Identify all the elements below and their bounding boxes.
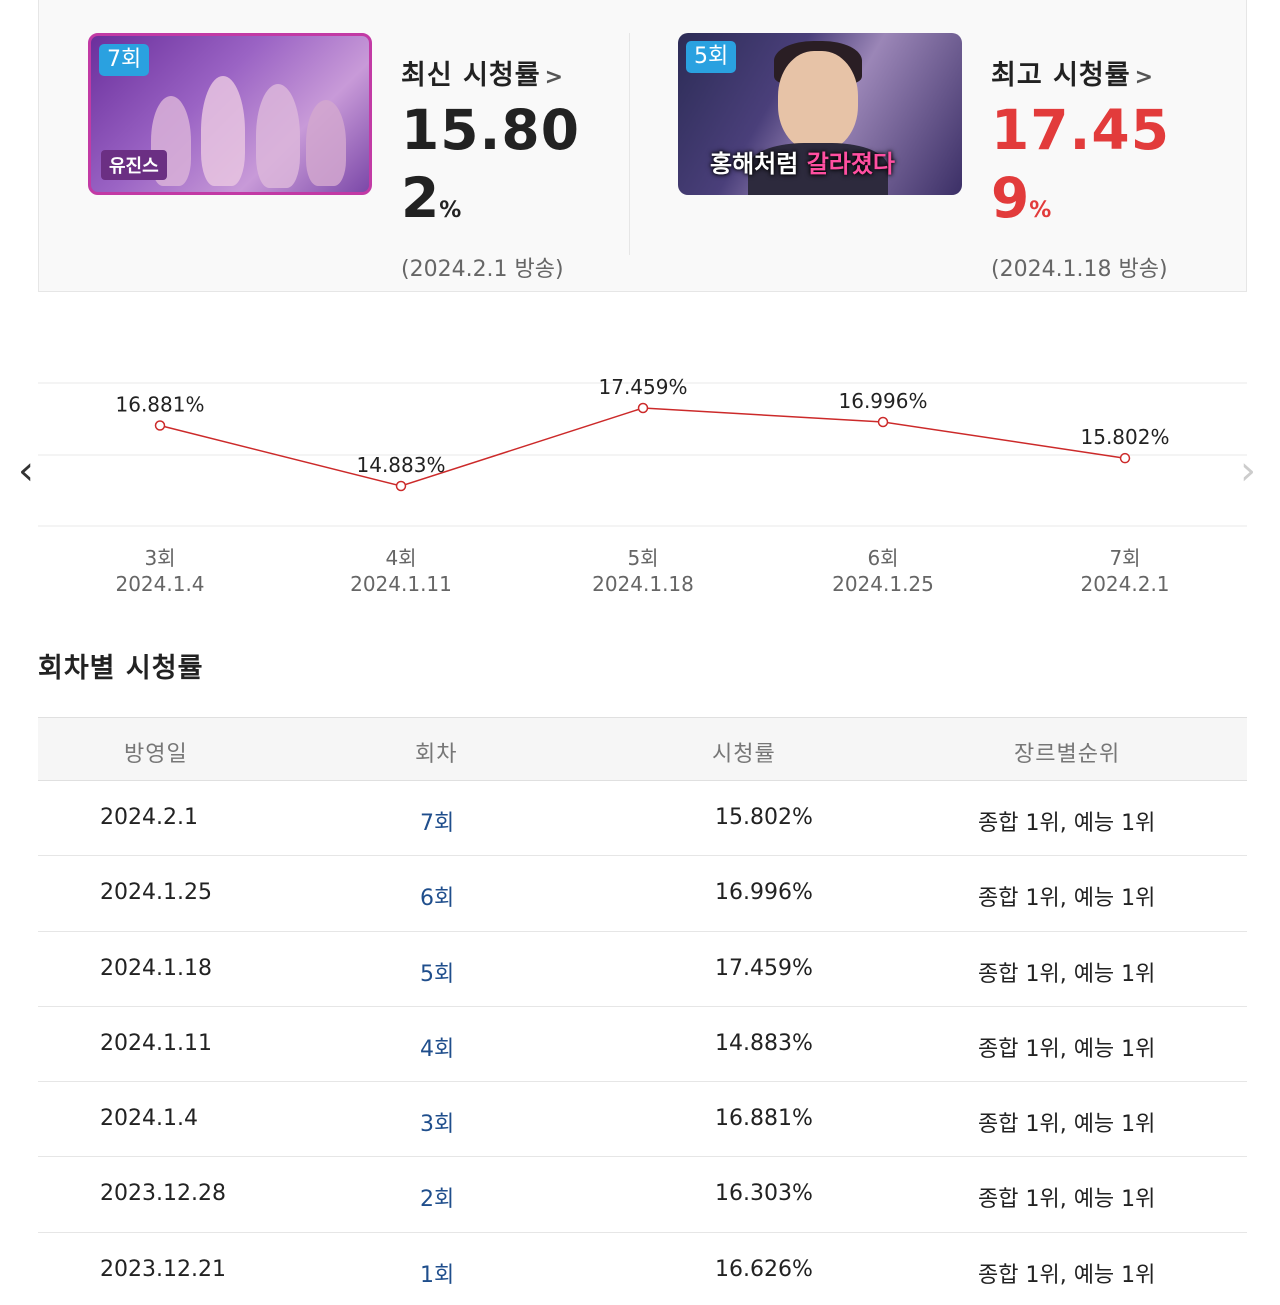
- column-header-episode: 회차: [415, 742, 458, 767]
- chevron-right-icon: >: [544, 65, 565, 90]
- data-label: 17.459%: [599, 375, 688, 399]
- best-rating-stat: 최고 시청률 > 17.45 9% (2024.1.18 방송): [991, 53, 1170, 283]
- episode-link[interactable]: 1회: [420, 1262, 455, 1288]
- data-label: 16.881%: [116, 393, 205, 417]
- latest-rating-value: 15.80: [401, 98, 580, 162]
- data-point[interactable]: [395, 480, 407, 492]
- divider: [629, 33, 630, 255]
- cell-date: 2023.12.21: [100, 1256, 226, 1282]
- performer-figure: [306, 100, 346, 186]
- episode-link[interactable]: 3회: [420, 1112, 455, 1138]
- column-header-rating: 시청률: [712, 742, 776, 767]
- column-header-date: 방영일: [124, 742, 188, 767]
- cell-genre-rank: 종합 1위, 예능 1위: [978, 886, 1156, 912]
- cell-genre-rank: 종합 1위, 예능 1위: [978, 1112, 1156, 1138]
- thumbnail-caption: 유진스: [101, 150, 167, 180]
- x-tick-label: 6회: [867, 546, 898, 570]
- cell-genre-rank: 종합 1위, 예능 1위: [978, 961, 1156, 987]
- data-point[interactable]: [1119, 452, 1131, 464]
- x-tick-date: 2024.1.18: [592, 572, 694, 596]
- x-tick-label: 7회: [1109, 546, 1140, 570]
- cell-rating: 14.883%: [715, 1030, 813, 1056]
- best-episode-thumbnail[interactable]: 5회 홍해처럼 갈라졌다: [678, 33, 962, 195]
- cell-date: 2024.1.25: [100, 880, 212, 906]
- episode-rating-table: 방영일 회차 시청률 장르별순위 2024.2.1 7회 15.802% 종합 1위,…: [38, 717, 1247, 1305]
- best-rating-date: (2024.1.18 방송): [991, 257, 1168, 282]
- table-row: 2023.12.28 2회 16.303% 종합 1위, 예능 1위: [38, 1157, 1247, 1233]
- table-header: 방영일 회차 시청률 장르별순위: [38, 717, 1247, 781]
- rating-line-chart: 16.881% 3회 2024.1.4 14.883% 4회 2024.1.11 17.45…: [0, 320, 1280, 610]
- cell-rating: 16.303%: [715, 1181, 813, 1207]
- episode-link[interactable]: 4회: [420, 1036, 455, 1062]
- latest-rating-value-tail: 2%: [401, 166, 462, 230]
- cell-rating: 16.626%: [715, 1256, 813, 1282]
- table-row: 2024.1.18 5회 17.459% 종합 1위, 예능 1위: [38, 932, 1247, 1007]
- table-row: 2024.2.1 7회 15.802% 종합 1위, 예능 1위: [38, 781, 1247, 857]
- episode-link[interactable]: 7회: [420, 811, 455, 836]
- table-row: 2024.1.4 3회 16.881% 종합 1위, 예능 1위: [38, 1082, 1247, 1158]
- best-rating-value-tail: 9%: [991, 166, 1052, 230]
- latest-rating-date: (2024.2.1 방송): [401, 257, 564, 282]
- person-shoulders: [748, 143, 888, 195]
- latest-rating-title[interactable]: 최신 시청률 >: [401, 60, 565, 91]
- thumbnail-caption: 홍해처럼 갈라졌다: [710, 150, 896, 178]
- episode-link[interactable]: 6회: [420, 886, 455, 912]
- cell-genre-rank: 종합 1위, 예능 1위: [978, 811, 1156, 836]
- performer-figure: [201, 76, 245, 186]
- x-tick-label: 3회: [144, 546, 175, 570]
- chevron-left-icon[interactable]: ‹: [18, 448, 34, 494]
- episode-link[interactable]: 2회: [420, 1187, 455, 1213]
- performer-figure: [256, 84, 300, 188]
- table-row: 2024.1.11 4회 14.883% 종합 1위, 예능 1위: [38, 1007, 1247, 1083]
- cell-date: 2024.1.18: [100, 955, 212, 981]
- cell-date: 2024.2.1: [100, 805, 198, 830]
- chevron-right-icon: >: [1134, 65, 1155, 90]
- x-tick-date: 2024.2.1: [1080, 572, 1169, 596]
- cell-rating: 16.881%: [715, 1106, 813, 1132]
- x-tick-date: 2024.1.4: [115, 572, 204, 596]
- latest-rating-stat: 최신 시청률 > 15.80 2% (2024.2.1 방송): [401, 53, 580, 283]
- table-row: 2024.1.25 6회 16.996% 종합 1위, 예능 1위: [38, 856, 1247, 932]
- person-face: [778, 51, 858, 151]
- x-tick-label: 4회: [385, 546, 416, 570]
- x-tick-date: 2024.1.25: [832, 572, 934, 596]
- latest-rating-card[interactable]: 7회 유진스 최신 시청률 > 15.80 2% (2024.2.1 방송): [88, 33, 628, 282]
- episode-badge: 7회: [99, 44, 150, 76]
- cell-rating: 17.459%: [715, 955, 813, 981]
- cell-genre-rank: 종합 1위, 예능 1위: [978, 1036, 1156, 1062]
- data-point[interactable]: [877, 416, 889, 428]
- data-point[interactable]: [637, 402, 649, 414]
- cell-date: 2023.12.28: [100, 1181, 226, 1207]
- cell-date: 2024.1.11: [100, 1030, 212, 1056]
- latest-episode-thumbnail[interactable]: 7회 유진스: [88, 33, 372, 195]
- table-body: 2024.2.1 7회 15.802% 종합 1위, 예능 1위 2024.1.25 6회…: [38, 781, 1247, 1305]
- section-title: 회차별 시청률: [38, 653, 204, 684]
- series-line: [159, 407, 1126, 487]
- rating-summary: 7회 유진스 최신 시청률 > 15.80 2% (2024.2.1 방송) 5회…: [38, 0, 1247, 292]
- column-header-genre-rank: 장르별순위: [1014, 742, 1121, 767]
- episode-link[interactable]: 5회: [420, 961, 455, 987]
- data-label: 15.802%: [1081, 425, 1170, 449]
- cell-genre-rank: 종합 1위, 예능 1위: [978, 1187, 1156, 1213]
- table-row: 2023.12.21 1회 16.626% 종합 1위, 예능 1위: [38, 1233, 1247, 1305]
- chevron-right-icon[interactable]: ›: [1240, 448, 1256, 494]
- best-rating-title[interactable]: 최고 시청률 >: [991, 60, 1155, 91]
- data-label: 14.883%: [357, 453, 446, 477]
- cell-genre-rank: 종합 1위, 예능 1위: [978, 1262, 1156, 1288]
- x-tick-label: 5회: [627, 546, 658, 570]
- x-tick-date: 2024.1.11: [350, 572, 452, 596]
- cell-rating: 16.996%: [715, 880, 813, 906]
- cell-rating: 15.802%: [715, 805, 813, 830]
- cell-date: 2024.1.4: [100, 1106, 198, 1132]
- data-label: 16.996%: [839, 389, 928, 413]
- best-rating-card[interactable]: 5회 홍해처럼 갈라졌다 최고 시청률 > 17.45 9% (2024.1.18…: [678, 33, 1238, 282]
- data-point[interactable]: [154, 420, 166, 431]
- episode-badge: 5회: [686, 41, 737, 73]
- best-rating-value: 17.45: [991, 98, 1170, 162]
